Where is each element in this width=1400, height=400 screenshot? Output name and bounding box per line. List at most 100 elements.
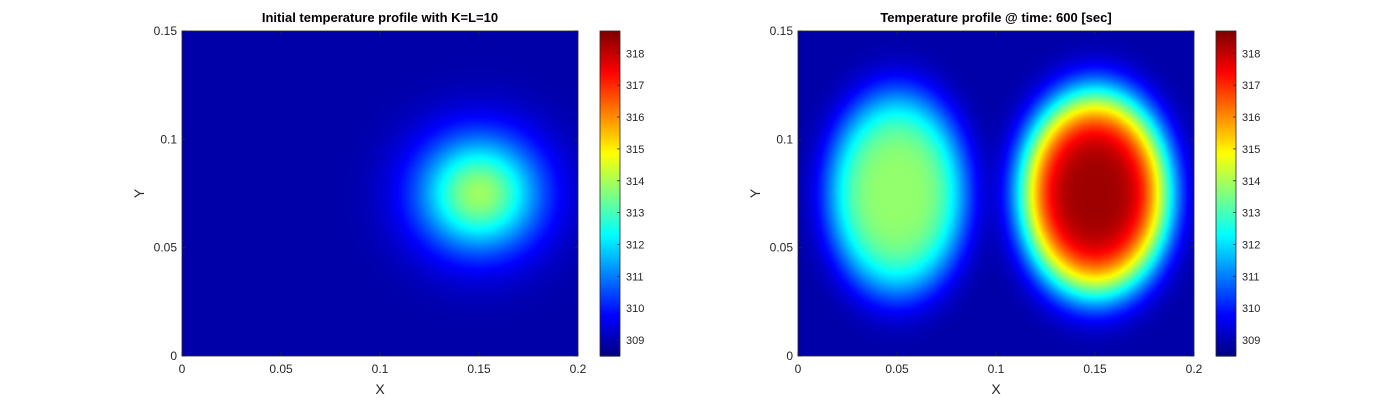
- y-tick-label: 0.1: [776, 132, 793, 146]
- colorbar-segment: [1216, 33, 1236, 37]
- colorbar-segment: [600, 119, 620, 124]
- colorbar-segment: [600, 168, 620, 172]
- colorbar-tick-label: 309: [1242, 335, 1260, 347]
- colorbar-segment: [1216, 168, 1236, 172]
- colorbar-segment: [600, 221, 620, 225]
- y-tick-label: 0.15: [770, 24, 794, 38]
- colorbar-segment: [1216, 135, 1236, 139]
- colorbar-segment: [600, 274, 620, 278]
- colorbar-segment: [1216, 305, 1236, 309]
- colorbar-segment: [1216, 127, 1236, 131]
- colorbar-segment: [1216, 190, 1236, 195]
- colorbar-tick-label: 318: [626, 48, 644, 60]
- colorbar-segment: [600, 109, 620, 113]
- colorbar-tick-label: 311: [1242, 271, 1260, 283]
- colorbar-segment: [600, 140, 620, 144]
- colorbar-segment: [1216, 86, 1236, 90]
- colorbar-segment: [1216, 216, 1236, 220]
- colorbar-segment: [600, 267, 620, 271]
- colorbar-segment: [1216, 122, 1236, 126]
- colorbar-segment: [600, 56, 620, 60]
- colorbar-segment: [1216, 152, 1236, 157]
- colorbar-segment: [600, 170, 620, 174]
- colorbar-tick-label: 317: [626, 80, 644, 92]
- colorbar-segment: [600, 226, 620, 230]
- y-tick-label: 0.05: [154, 241, 178, 255]
- colorbar-segment: [600, 145, 620, 149]
- colorbar-segment: [1216, 236, 1236, 240]
- colorbar-segment: [600, 173, 620, 177]
- colorbar-segment: [1216, 254, 1236, 258]
- y-tick-label: 0: [786, 349, 793, 363]
- colorbar-segment: [600, 33, 620, 37]
- colorbar-segment: [600, 284, 620, 289]
- colorbar-tick-label: 313: [626, 208, 644, 220]
- colorbar-segment: [1216, 246, 1236, 250]
- colorbar-segment: [600, 333, 620, 337]
- colorbar-segment: [1216, 76, 1236, 80]
- colorbar-segment: [1216, 163, 1236, 167]
- colorbar-segment: [1216, 218, 1236, 223]
- colorbar-segment: [600, 122, 620, 126]
- colorbar-segment: [1216, 213, 1236, 217]
- colorbar-segment: [600, 69, 620, 73]
- colorbar-segment: [1216, 348, 1236, 352]
- x-tick-label: 0.1: [988, 362, 1005, 376]
- chart-title: Initial temperature profile with K=L=10: [262, 10, 498, 25]
- colorbar-segment: [1216, 130, 1236, 134]
- colorbar-segment: [1216, 221, 1236, 225]
- colorbar-segment: [600, 183, 620, 187]
- colorbar-segment: [1216, 56, 1236, 60]
- colorbar-segment: [1216, 241, 1236, 245]
- colorbar-segment: [600, 180, 620, 184]
- colorbar-segment: [600, 350, 620, 355]
- colorbar-segment: [600, 206, 620, 210]
- colorbar-segment: [1216, 297, 1236, 301]
- colorbar-segment: [1216, 256, 1236, 261]
- colorbar-segment: [1216, 259, 1236, 263]
- colorbar-segment: [600, 325, 620, 329]
- colorbar-segment: [600, 259, 620, 263]
- colorbar-segment: [1216, 48, 1236, 52]
- colorbar-segment: [600, 51, 620, 55]
- colorbar-segment: [1216, 64, 1236, 68]
- colorbar-segment: [1216, 274, 1236, 278]
- heatmap-surface: [798, 31, 1194, 356]
- colorbar-segment: [600, 86, 620, 90]
- colorbar-segment: [1216, 91, 1236, 96]
- colorbar-segment: [1216, 330, 1236, 334]
- colorbar-segment: [600, 175, 620, 179]
- colorbar-segment: [600, 142, 620, 146]
- x-tick-label: 0.1: [372, 362, 389, 376]
- colorbar-segment: [1216, 46, 1236, 50]
- colorbar-segment: [1216, 117, 1236, 121]
- colorbar-segment: [1216, 165, 1236, 169]
- colorbar-segment: [1216, 310, 1236, 314]
- colorbar-tick-label: 313: [1242, 208, 1260, 220]
- colorbar-segment: [600, 335, 620, 339]
- colorbar-segment: [1216, 328, 1236, 332]
- colorbar-segment: [600, 114, 620, 118]
- colorbar-segment: [600, 277, 620, 281]
- colorbar-segment: [600, 104, 620, 108]
- colorbar-segment: [1216, 94, 1236, 98]
- colorbar-segment: [1216, 173, 1236, 177]
- colorbar-segment: [600, 130, 620, 134]
- colorbar-segment: [1216, 119, 1236, 124]
- colorbar-segment: [600, 295, 620, 299]
- colorbar-segment: [600, 46, 620, 50]
- colorbar-segment: [600, 48, 620, 52]
- colorbar-tick-label: 311: [626, 271, 644, 283]
- colorbar-segment: [600, 338, 620, 342]
- x-axis-label: X: [991, 381, 1001, 397]
- colorbar-segment: [1216, 320, 1236, 324]
- colorbar-segment: [600, 279, 620, 283]
- colorbar-segment: [600, 102, 620, 106]
- colorbar-segment: [1216, 112, 1236, 116]
- colorbar-segment: [600, 152, 620, 157]
- colorbar-segment: [600, 328, 620, 332]
- y-tick-label: 0.15: [154, 24, 178, 38]
- colorbar-segment: [1216, 226, 1236, 230]
- colorbar-segment: [1216, 157, 1236, 162]
- colorbar-segment: [600, 94, 620, 98]
